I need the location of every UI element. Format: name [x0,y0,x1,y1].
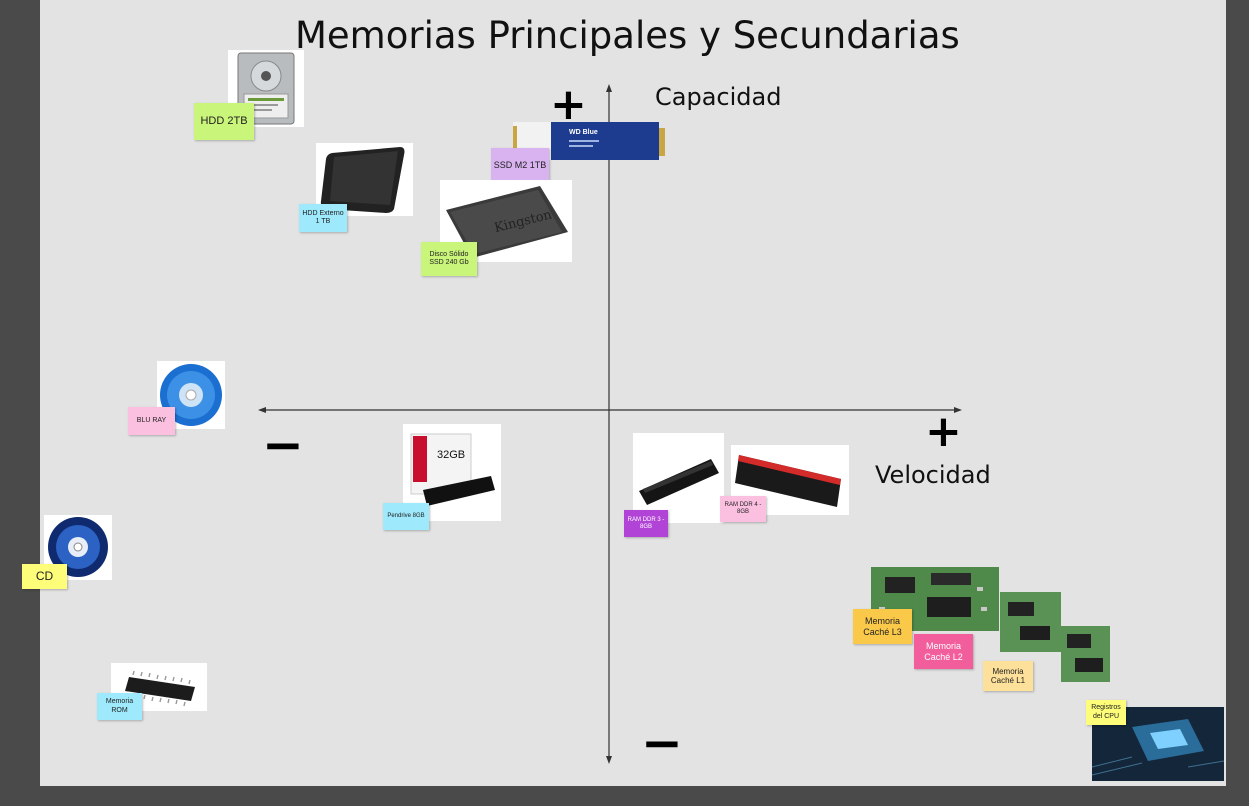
ssd-m2-image[interactable]: WD Blue [513,120,665,162]
registros-image[interactable] [1092,707,1224,781]
cache-l2-label: Memoria Caché L2 [924,641,963,662]
cache-l2-note[interactable]: Memoria Caché L2 [914,634,973,669]
horizontal-axis [258,407,962,413]
vertical-axis [606,84,612,764]
y-axis-label: Capacidad [655,83,782,111]
ram-module-rgb-icon [735,455,841,507]
ram-ddr4-label: RAM DDR 4 - 8GB [724,502,762,515]
blu-ray-label: BLU RAY [136,416,167,424]
circuit-board-icon [1000,592,1061,652]
cache-l3-label: Memoria Caché L3 [863,616,902,637]
ram-ddr3-label: RAM DDR 3 - 8GB [627,516,665,530]
blu-ray-note[interactable]: BLU RAY [128,407,175,435]
hdd-2tb-note[interactable]: HDD 2TB [194,103,254,140]
external-drive-icon [320,147,405,213]
ram-module-icon [639,459,719,505]
registros-label: Registros del CPU [1091,704,1121,720]
cd-label: CD [35,568,54,583]
hdd-externo-image[interactable] [316,143,413,216]
disco-ssd-note[interactable]: Disco Sólido SSD 240 Gb [421,242,477,276]
x-minus-sign: − [262,416,304,474]
diagram-title: Memorias Principales y Secundarias [295,14,960,57]
y-minus-sign: − [641,714,683,772]
ram-ddr3-note[interactable]: RAM DDR 3 - 8GB [624,510,668,537]
pendrive-label: Pendrive 8GB [387,513,425,520]
m2-ssd-icon: WD Blue [513,122,665,160]
ssd-m2-label: SSD M2 1TB [493,160,547,171]
hdd-2tb-label: HDD 2TB [200,115,248,128]
hdd-externo-label: HDD Externo 1 TB [302,209,344,225]
cache-l2-image[interactable] [1000,592,1061,652]
sata-ssd-icon: Kingston [446,186,568,258]
ram-ddr4-note[interactable]: RAM DDR 4 - 8GB [720,496,766,522]
memoria-rom-label: Memoria ROM [105,698,134,714]
x-axis-label: Velocidad [875,461,991,489]
ssd-m2-product-text: WD Blue [569,129,598,136]
memoria-rom-note[interactable]: Memoria ROM [97,693,142,720]
circuit-board-icon [1061,626,1110,682]
cd-image[interactable] [44,515,112,580]
hdd-externo-note[interactable]: HDD Externo 1 TB [299,204,347,232]
cache-l1-image[interactable] [1061,626,1110,682]
pendrive-note[interactable]: Pendrive 8GB [383,503,429,530]
blu-ray-image[interactable] [157,361,225,429]
cd-note[interactable]: CD [22,564,67,589]
registros-note[interactable]: Registros del CPU [1086,700,1126,725]
ssd-m2-note[interactable]: SSD M2 1TB [491,148,549,183]
cd-disc-icon [48,517,108,577]
y-plus-sign: + [550,79,587,130]
cache-l3-note[interactable]: Memoria Caché L3 [853,609,912,644]
cache-l1-label: Memoria Caché L1 [990,666,1026,685]
pendrive-product-text: 32GB [437,449,465,461]
cache-l1-note[interactable]: Memoria Caché L1 [983,661,1033,691]
cpu-chip-icon [1092,707,1224,781]
usb-pendrive-icon: 32GB [410,433,495,506]
x-plus-sign: + [925,406,962,457]
ram-ddr3-image[interactable] [633,433,724,523]
disco-ssd-label: Disco Sólido SSD 240 Gb [429,250,469,266]
blu-ray-disc-icon [160,364,222,426]
